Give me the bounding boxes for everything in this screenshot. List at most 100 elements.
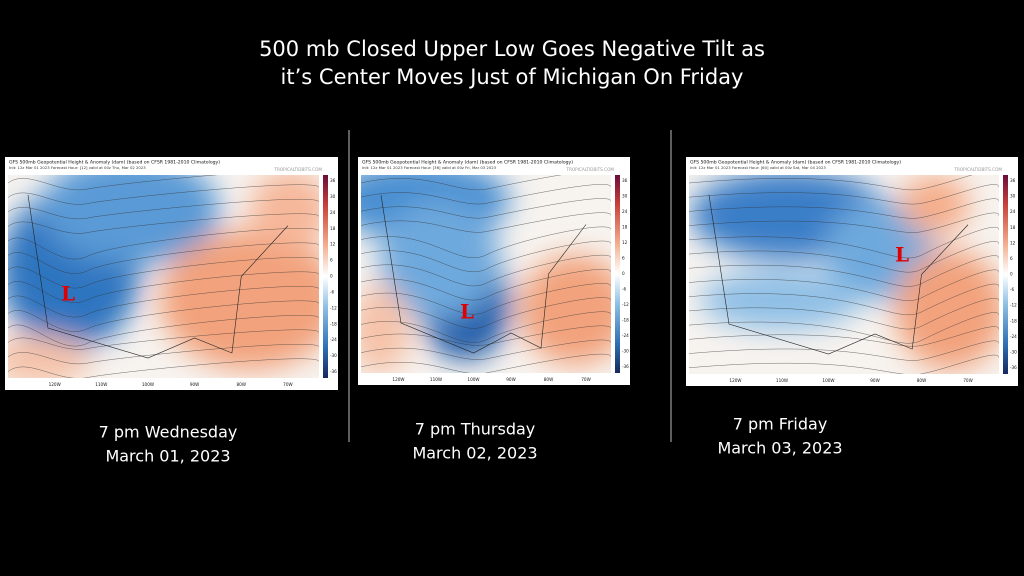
- colorbar-tick: -12: [622, 302, 629, 307]
- colorbar-tick: -30: [1010, 349, 1017, 354]
- map-site: TROPICALTIDBITS.COM: [565, 167, 614, 172]
- map-title: GFS 500mb Geopotential Height & Anomaly …: [690, 160, 901, 166]
- contour: [689, 312, 999, 344]
- low-marker: L: [61, 282, 75, 306]
- colorbar-tick: 36: [330, 178, 336, 183]
- caption-date: March 03, 2023: [717, 439, 842, 458]
- contour: [689, 255, 999, 287]
- colorbar-tick: 24: [622, 209, 628, 214]
- lon-label: 120W: [729, 378, 741, 383]
- coastline: [27, 194, 289, 359]
- weather-map: GFS 500mb Geopotential Height & Anomaly …: [358, 157, 630, 385]
- contour: [689, 241, 999, 273]
- contour: [689, 198, 999, 219]
- colorbar-tick: -6: [330, 289, 335, 294]
- caption-date: March 02, 2023: [412, 444, 537, 463]
- lon-label: 110W: [776, 378, 788, 383]
- colorbar-tick: -6: [622, 287, 627, 292]
- contour: [361, 212, 611, 233]
- contour: [8, 228, 319, 260]
- contour: [361, 297, 611, 329]
- contour: [689, 298, 999, 330]
- anomaly: [900, 175, 970, 235]
- map-title: GFS 500mb Geopotential Height & Anomaly …: [9, 160, 220, 166]
- lon-label: 120W: [49, 382, 61, 387]
- low-marker: L: [460, 300, 474, 324]
- contour: [689, 269, 999, 301]
- anomaly-field: [8, 175, 319, 378]
- contour: [689, 283, 999, 315]
- colorbar-tick: -18: [330, 321, 337, 326]
- slide-title: it’s Center Moves Just of Michigan On Fr…: [281, 65, 744, 89]
- contour: [361, 226, 611, 258]
- colorbar-tick: -18: [622, 318, 629, 323]
- contour: [361, 353, 611, 373]
- colorbar-tick: -30: [330, 353, 337, 358]
- colorbar-tick: 30: [622, 194, 628, 199]
- anomaly: [250, 175, 319, 250]
- contour: [361, 283, 611, 315]
- contour: [361, 184, 611, 205]
- map-site: TROPICALTIDBITS.COM: [953, 167, 1002, 172]
- anomaly: [40, 175, 220, 265]
- contour: [689, 326, 999, 347]
- colorbar-tick: 24: [330, 210, 336, 215]
- map-area: [689, 175, 999, 374]
- caption-time: 7 pm Wednesday: [99, 423, 238, 442]
- anomaly: [380, 200, 500, 320]
- colorbar-tick: 12: [1010, 240, 1016, 245]
- colorbar-tick: 24: [1010, 209, 1016, 214]
- contour: [361, 269, 611, 301]
- slide-title: 500 mb Closed Upper Low Goes Negative Ti…: [259, 37, 765, 61]
- contour: [361, 339, 611, 360]
- contour: [8, 175, 218, 191]
- colorbar-tick: 18: [1010, 225, 1016, 230]
- anomaly: [520, 255, 611, 365]
- lon-label: 100W: [467, 377, 479, 382]
- colorbar: [323, 175, 328, 378]
- colorbar-tick: -24: [1010, 334, 1017, 339]
- contour: [689, 184, 999, 205]
- lon-label: 100W: [822, 378, 834, 383]
- contour: [361, 175, 562, 191]
- contour: [8, 286, 319, 318]
- map-title: GFS 500mb Geopotential Height & Anomaly …: [362, 160, 573, 166]
- map-init: Init: 12z Mar 01 2023 Forecast Hour: [36…: [362, 165, 497, 170]
- caption-time: 7 pm Thursday: [415, 420, 536, 439]
- contour: [8, 213, 319, 234]
- anomaly: [160, 230, 319, 370]
- colorbar-tick: 18: [330, 226, 336, 231]
- lon-label: 90W: [506, 377, 515, 382]
- contour: [8, 315, 319, 347]
- lon-label: 90W: [870, 378, 879, 383]
- caption-time: 7 pm Friday: [733, 415, 828, 434]
- lon-label: 120W: [392, 377, 404, 382]
- contour: [361, 254, 611, 287]
- lon-label: 80W: [237, 382, 246, 387]
- colorbar-tick: -12: [330, 305, 337, 310]
- anomaly: [700, 270, 860, 330]
- contour: [8, 184, 319, 205]
- colorbar-tick: -24: [622, 333, 629, 338]
- colorbar-tick: -36: [330, 369, 337, 374]
- coastline: [380, 194, 587, 354]
- map-site: TROPICALTIDBITS.COM: [273, 167, 322, 172]
- contour: [361, 240, 611, 273]
- lon-label: 90W: [190, 382, 199, 387]
- colorbar-tick: 36: [1010, 178, 1016, 183]
- caption-date: March 01, 2023: [105, 447, 230, 466]
- colorbar-tick: 36: [622, 178, 628, 183]
- lon-label: 70W: [963, 378, 972, 383]
- lon-label: 80W: [917, 378, 926, 383]
- map-area: [8, 175, 319, 378]
- contour: [8, 358, 319, 378]
- colorbar-tick: 0: [1010, 272, 1013, 277]
- contour: [8, 271, 319, 303]
- lon-label: 70W: [283, 382, 292, 387]
- contour: [8, 242, 319, 274]
- weather-map: GFS 500mb Geopotential Height & Anomaly …: [686, 157, 1018, 386]
- colorbar-tick: -36: [1010, 365, 1017, 370]
- contour: [689, 212, 999, 233]
